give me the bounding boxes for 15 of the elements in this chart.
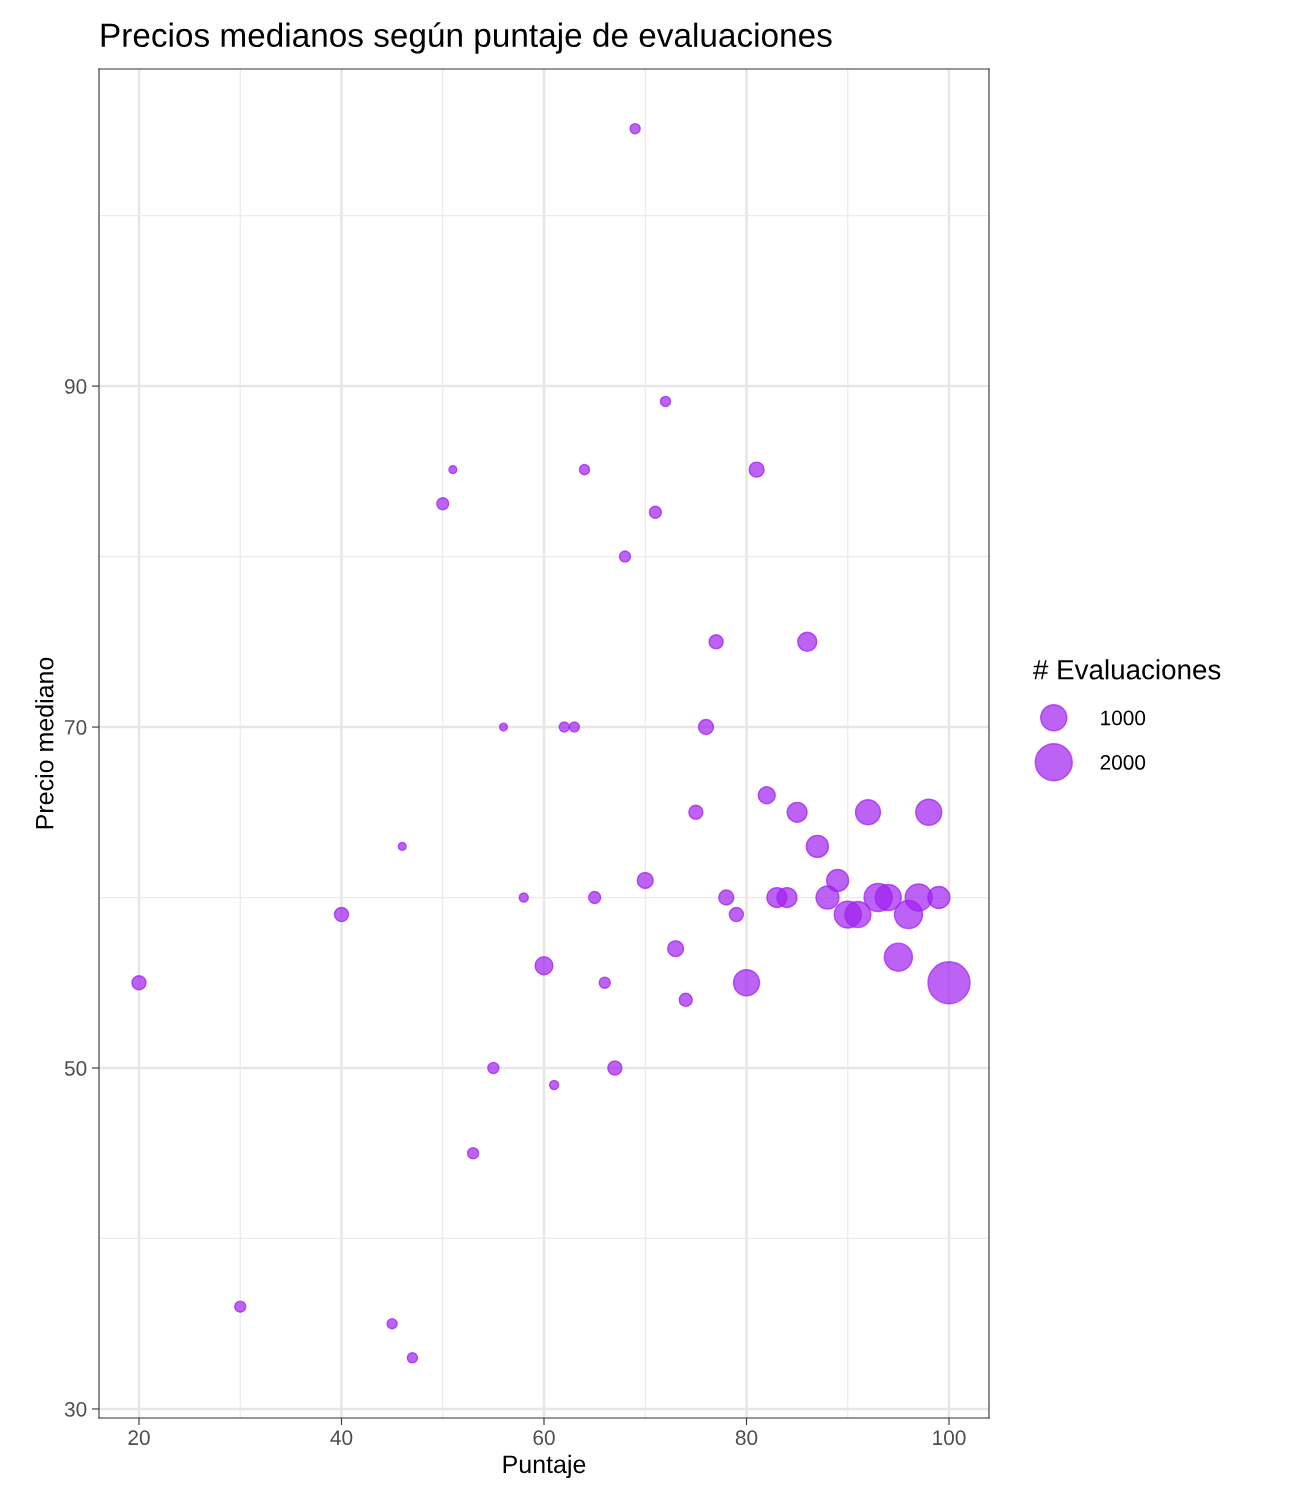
y-tick-label: 90 [65, 379, 87, 394]
legend-title: # Evaluaciones [1033, 659, 1221, 680]
y-tick-label: 30 [64, 1401, 87, 1417]
y-tick-label: 70 [65, 720, 87, 735]
x-tick-label: 100 [933, 1430, 966, 1446]
legend-label: 2000 [1100, 755, 1146, 770]
x-axis-title: Puntaje [503, 1454, 586, 1479]
legend-label: 1000 [1101, 710, 1146, 726]
x-tick-label: 40 [330, 1430, 353, 1446]
chart-title: Precios medianos según puntaje de evaluaciones [101, 22, 832, 54]
x-tick-label: 80 [735, 1430, 758, 1446]
y-tick-label: 50 [64, 1061, 87, 1076]
x-tick-label: 20 [128, 1430, 150, 1446]
x-tick-label: 60 [533, 1430, 555, 1446]
y-axis-title: Precio mediano [35, 657, 54, 829]
